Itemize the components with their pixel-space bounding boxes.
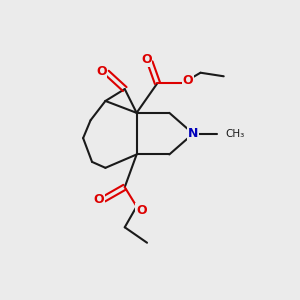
- Text: O: O: [93, 193, 104, 206]
- Text: O: O: [183, 74, 194, 87]
- Text: O: O: [141, 53, 152, 66]
- Text: O: O: [96, 65, 107, 78]
- Text: N: N: [188, 127, 198, 140]
- Text: O: O: [136, 203, 147, 217]
- Text: CH₃: CH₃: [225, 129, 244, 139]
